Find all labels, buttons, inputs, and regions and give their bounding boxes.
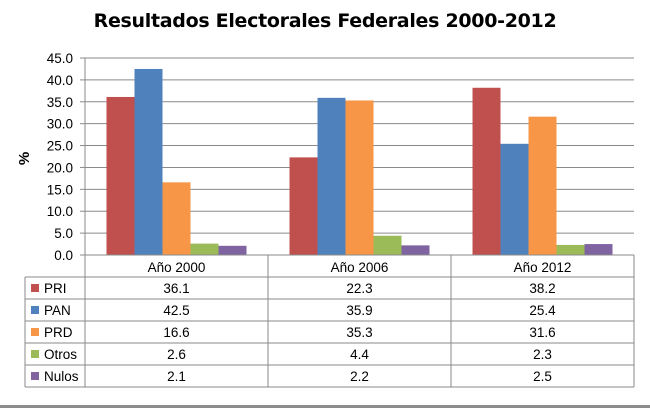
bar (584, 244, 613, 255)
y-tick-label: 25.0 (47, 139, 73, 154)
data-label: 35.9 (346, 303, 372, 318)
data-label: 16.6 (163, 325, 189, 340)
data-label: 4.4 (350, 347, 369, 362)
data-label: 31.6 (529, 325, 555, 340)
bar (500, 143, 529, 255)
legend-swatch (31, 306, 39, 314)
y-tick-label: 40.0 (47, 73, 73, 88)
chart-title: Resultados Electorales Federales 2000-20… (93, 10, 557, 32)
y-tick-label: 35.0 (47, 95, 73, 110)
bar (218, 245, 247, 255)
legend-label: PRI (44, 281, 67, 296)
data-label: 2.2 (350, 369, 369, 384)
legend-swatch (31, 372, 39, 380)
x-tick-label: Año 2006 (331, 260, 389, 275)
y-tick-label: 45.0 (47, 51, 73, 66)
bar (317, 97, 346, 256)
bottom-rule (0, 405, 650, 408)
legend-label: Nulos (44, 369, 79, 384)
bar (556, 244, 585, 255)
data-label: 38.2 (529, 281, 555, 296)
data-label: 36.1 (163, 281, 189, 296)
legend-label: Otros (44, 347, 77, 362)
data-label: 2.6 (167, 347, 186, 362)
data-label: 25.4 (529, 303, 556, 318)
bar (373, 235, 402, 255)
x-tick-label: Año 2000 (148, 260, 206, 275)
bar (345, 100, 374, 255)
bar (289, 157, 318, 255)
bar (106, 96, 135, 255)
bar (134, 68, 163, 255)
legend-label: PAN (44, 303, 71, 318)
y-tick-label: 5.0 (54, 226, 73, 241)
bar (528, 116, 557, 255)
y-tick-label: 30.0 (47, 117, 73, 132)
data-label: 35.3 (346, 325, 372, 340)
y-tick-label: 0.0 (54, 248, 73, 263)
legend-label: PRD (44, 325, 73, 340)
bar (190, 243, 219, 255)
y-tick-label: 20.0 (47, 160, 73, 175)
y-tick-label: 10.0 (47, 204, 73, 219)
legend-swatch (31, 350, 39, 358)
data-label: 42.5 (163, 303, 189, 318)
data-label: 2.1 (167, 369, 186, 384)
bar (472, 87, 501, 255)
legend-swatch (31, 328, 39, 336)
y-tick-label: 15.0 (47, 182, 73, 197)
data-label: 2.3 (533, 347, 552, 362)
data-label: 22.3 (346, 281, 372, 296)
bar (162, 182, 191, 255)
data-label: 2.5 (533, 369, 552, 384)
legend-swatch (31, 284, 39, 292)
bar (401, 245, 430, 255)
x-tick-label: Año 2012 (514, 260, 572, 275)
